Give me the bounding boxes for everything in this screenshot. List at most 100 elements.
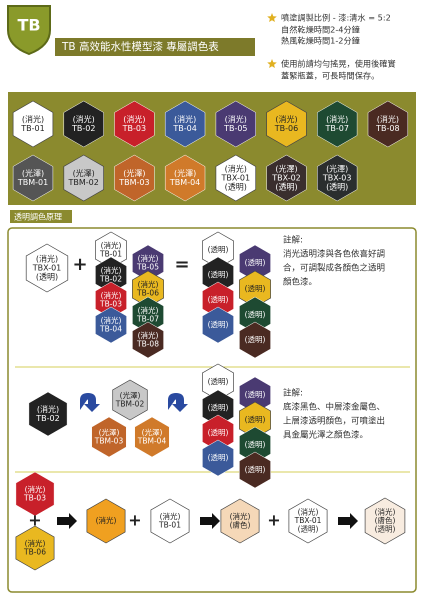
note-line: 上層漆透明顏色，可噴塗出 bbox=[283, 416, 385, 427]
note-line: 合，可調製成各顏色之透明 bbox=[283, 263, 385, 274]
swatch-label: (消光) bbox=[225, 114, 247, 124]
swatch-label: (消光) bbox=[101, 315, 122, 325]
swatch-label: TB-08 bbox=[375, 124, 399, 133]
swatch-label: (光澤) bbox=[99, 427, 120, 437]
note-line: 蓋緊瓶蓋，可長時間保存。 bbox=[281, 71, 379, 81]
swatch-label: TB-07 bbox=[136, 314, 159, 323]
swatch-label: TBM-02 bbox=[115, 399, 145, 408]
swatch-label: TB-05 bbox=[223, 124, 247, 133]
star-icon bbox=[267, 59, 277, 68]
note-line: 消光透明漆與各色依喜好調 bbox=[283, 249, 385, 260]
swatch-hex bbox=[114, 100, 155, 148]
swatch: (消光) bbox=[86, 498, 126, 544]
swatch: (消光)TB-02 bbox=[95, 256, 127, 294]
swatch-hex bbox=[25, 243, 69, 293]
note-title: 註解: bbox=[283, 388, 303, 399]
swatch-hex bbox=[266, 100, 307, 148]
swatch-hex bbox=[12, 100, 54, 148]
swatch-label: (消光) bbox=[377, 114, 399, 124]
arrow bbox=[338, 513, 358, 529]
swatch-label: (消光) bbox=[37, 404, 59, 414]
swatch: (消光)TB-01 bbox=[12, 100, 54, 148]
note-line: 噴塗調製比例 - 漆:清水 = 5:2 bbox=[281, 13, 391, 23]
swatch: (消光)(膚色)(透明) bbox=[364, 497, 406, 545]
swatch-hex bbox=[95, 306, 127, 344]
swatch-label: (消光) bbox=[25, 538, 46, 548]
section-label-bg bbox=[10, 210, 72, 223]
swatch-label: TBX-03 bbox=[322, 174, 352, 183]
swatch-label: TBM-04 bbox=[137, 436, 167, 445]
swatch-label: TB-03 bbox=[99, 299, 122, 308]
swatch-label: (透明) bbox=[245, 390, 266, 399]
swatch-label: TBX-01 bbox=[294, 516, 322, 525]
swatch-label: (透明) bbox=[245, 335, 266, 344]
swatch-label: TBM-03 bbox=[118, 178, 149, 187]
swatch-label: (光澤) bbox=[22, 168, 44, 178]
swatch-label: TB-01 bbox=[20, 124, 44, 133]
swatch-label: (消光) bbox=[101, 240, 122, 250]
swatch: (透明) bbox=[202, 306, 234, 344]
swatch: (消光)TBX-01(透明) bbox=[25, 243, 69, 293]
swatch-label: (透明) bbox=[208, 428, 229, 437]
swatch: (消光)TB-04 bbox=[95, 306, 127, 344]
swatch-label: (透明) bbox=[245, 440, 266, 449]
logo-text: TB bbox=[17, 16, 40, 35]
swatch-label: (透明) bbox=[245, 465, 266, 474]
swatch-label: (膚色) bbox=[230, 519, 251, 529]
swatch-label: TB-03 bbox=[23, 493, 46, 502]
swatch-hex bbox=[288, 498, 328, 544]
swatch-label: TBM-01 bbox=[17, 178, 48, 187]
swatch-label: (透明) bbox=[208, 295, 229, 304]
swatch-label: (透明) bbox=[208, 270, 229, 279]
swatch-hex bbox=[134, 416, 170, 458]
swatch-label: (消光) bbox=[138, 305, 159, 315]
note-line: 底漆黑色、中層漆金屬色、 bbox=[283, 402, 385, 413]
swatch-label: TB-01 bbox=[158, 520, 181, 529]
swatch: (光澤)TBM-01 bbox=[12, 154, 54, 202]
swatch: (消光)TB-03 bbox=[114, 100, 155, 148]
swatch-hex bbox=[86, 498, 126, 544]
plus-sign: + bbox=[28, 511, 41, 530]
swatch: (透明) bbox=[239, 321, 271, 359]
swatch: (光澤)TBM-02 bbox=[112, 379, 148, 421]
swatch-label: TBX-01 bbox=[221, 174, 251, 183]
swatch-hex bbox=[266, 154, 307, 202]
swatch-hex bbox=[132, 321, 164, 359]
note-line: 熱風乾燥時間1-2分鐘 bbox=[281, 36, 360, 46]
swatch-label: (消光) bbox=[101, 290, 122, 300]
swatch-label: (透明) bbox=[275, 183, 297, 192]
swatch-label: TB-06 bbox=[136, 288, 159, 297]
swatch-label: TB-05 bbox=[136, 262, 159, 271]
swatch: (消光)TB-06 bbox=[15, 525, 55, 571]
swatch: (透明) bbox=[239, 451, 271, 489]
swatch-label: (消光) bbox=[275, 114, 297, 124]
swatch-hex bbox=[114, 154, 155, 202]
swatch-label: TB-07 bbox=[324, 124, 348, 133]
swatch-hex bbox=[239, 321, 271, 359]
swatch: (消光)TBX-01(透明) bbox=[215, 154, 257, 202]
swatch-label: (膚色) bbox=[375, 515, 396, 525]
arrow bbox=[200, 513, 220, 529]
swatch: (光澤)TBX-02(透明) bbox=[266, 154, 307, 202]
swatch-hex bbox=[202, 306, 234, 344]
swatch: (透明) bbox=[202, 439, 234, 477]
plus-sign: + bbox=[72, 254, 87, 275]
logo-shield bbox=[7, 5, 51, 56]
swatch-label: TB-04 bbox=[99, 324, 122, 333]
swatch-label: (透明) bbox=[375, 525, 396, 534]
swatch: (消光)TB-02 bbox=[63, 100, 104, 148]
note-line: 具金屬光澤之顏色漆。 bbox=[283, 430, 368, 441]
swatch-label: (透明) bbox=[208, 453, 229, 462]
swatch: (消光)TB-06 bbox=[266, 100, 307, 148]
swatch: (光澤)TBX-03(透明) bbox=[317, 154, 358, 202]
swatch-hex bbox=[112, 379, 148, 421]
swatch: (消光)TB-01 bbox=[150, 498, 190, 544]
swatch-label: (透明) bbox=[208, 320, 229, 329]
swatch-hex bbox=[215, 100, 256, 148]
swatch-label: (光澤) bbox=[120, 390, 141, 400]
swatch-hex bbox=[12, 154, 54, 202]
swatch-hex bbox=[15, 471, 55, 517]
swatch-label: TB-04 bbox=[172, 124, 196, 133]
star-icon bbox=[267, 13, 277, 22]
